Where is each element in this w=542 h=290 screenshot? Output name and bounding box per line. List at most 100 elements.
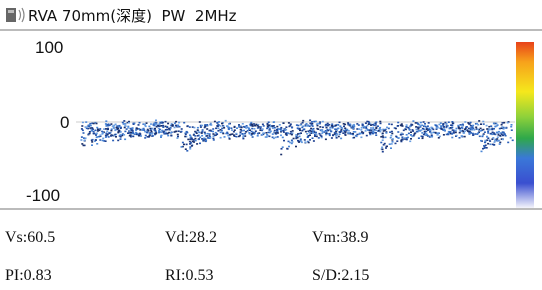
header-title: RVA 70mm(深度) PW 2MHz — [28, 7, 237, 25]
measurement: Vm:38.9 — [312, 229, 368, 246]
speckle — [512, 140, 514, 142]
speckle — [267, 135, 269, 137]
speckle — [300, 140, 302, 142]
speckle — [251, 124, 253, 126]
speckle — [83, 140, 85, 142]
speckle — [195, 140, 197, 142]
speckle — [510, 137, 512, 139]
speckle — [331, 125, 333, 127]
speckle — [257, 133, 259, 135]
speckle — [422, 138, 424, 140]
speckle — [428, 129, 430, 131]
speckle — [365, 122, 367, 124]
speckle — [152, 135, 154, 137]
speckle — [344, 131, 346, 133]
speckle — [353, 131, 355, 133]
speckle — [479, 136, 481, 138]
speckle — [310, 128, 312, 130]
speckle — [402, 138, 404, 140]
speckle — [410, 134, 412, 136]
speckle — [118, 130, 120, 132]
speckle — [174, 123, 176, 125]
speckle — [81, 128, 83, 130]
speckle — [379, 121, 381, 123]
speckle — [288, 122, 290, 124]
speckle — [266, 128, 268, 130]
speckle — [313, 128, 315, 130]
speckle — [315, 121, 317, 123]
speckle — [461, 135, 463, 137]
speckle — [403, 130, 405, 132]
speckle — [306, 133, 308, 135]
speckle — [455, 130, 457, 132]
speckle — [307, 136, 309, 138]
speckle — [412, 120, 414, 122]
speckle — [162, 125, 164, 127]
speckle — [144, 137, 146, 139]
speckle — [81, 125, 83, 127]
speckle — [259, 128, 261, 130]
speckle — [212, 138, 214, 140]
speckle — [228, 123, 230, 125]
speckle — [401, 136, 403, 138]
speckle — [322, 127, 324, 129]
speckle — [196, 132, 198, 134]
speckle — [298, 141, 300, 143]
speckle — [487, 130, 489, 132]
speckle — [483, 123, 485, 125]
speckle — [406, 124, 408, 126]
speckle — [252, 133, 254, 135]
speckle — [418, 137, 420, 139]
speckle — [283, 140, 285, 142]
speckle — [411, 136, 413, 138]
speckle — [484, 131, 486, 133]
speckle — [457, 125, 459, 127]
speckle — [247, 130, 249, 132]
speckle — [115, 129, 117, 131]
speckle — [240, 129, 242, 131]
speckle — [473, 129, 475, 131]
speckle — [507, 122, 509, 124]
speckle — [291, 140, 293, 142]
scale-label: -100 — [26, 186, 60, 205]
speckle — [262, 128, 264, 130]
speckle — [487, 143, 489, 145]
speckle — [470, 125, 472, 127]
speckle — [336, 137, 338, 139]
speckle — [215, 128, 217, 130]
speckle — [93, 133, 95, 135]
speckle — [426, 128, 428, 130]
speckle — [204, 133, 206, 135]
speckle — [439, 136, 441, 138]
speckle — [199, 121, 201, 123]
speckle — [312, 137, 314, 139]
speckle — [293, 138, 295, 140]
speckle — [117, 132, 119, 134]
speckle — [497, 140, 499, 142]
speckle — [177, 136, 179, 138]
speckle — [128, 122, 130, 124]
speckle — [83, 132, 85, 134]
speckle — [230, 127, 232, 129]
speckle — [416, 131, 418, 133]
speckle — [489, 140, 491, 142]
speckle — [315, 132, 317, 134]
speckle — [314, 135, 316, 137]
speckle — [280, 128, 282, 130]
speckle — [181, 131, 183, 133]
speckle — [220, 132, 222, 134]
speckle — [102, 138, 104, 140]
speckle — [200, 126, 202, 128]
speckle — [250, 122, 252, 124]
speckle — [488, 126, 490, 128]
speckle — [368, 123, 370, 125]
speckle — [241, 127, 243, 129]
speckle — [481, 151, 483, 153]
speckle — [132, 136, 134, 138]
speckle — [107, 125, 109, 127]
speckle — [257, 135, 259, 137]
speckle — [421, 125, 423, 127]
speckle — [253, 123, 255, 125]
speckle — [480, 123, 482, 125]
speckle — [254, 132, 256, 134]
